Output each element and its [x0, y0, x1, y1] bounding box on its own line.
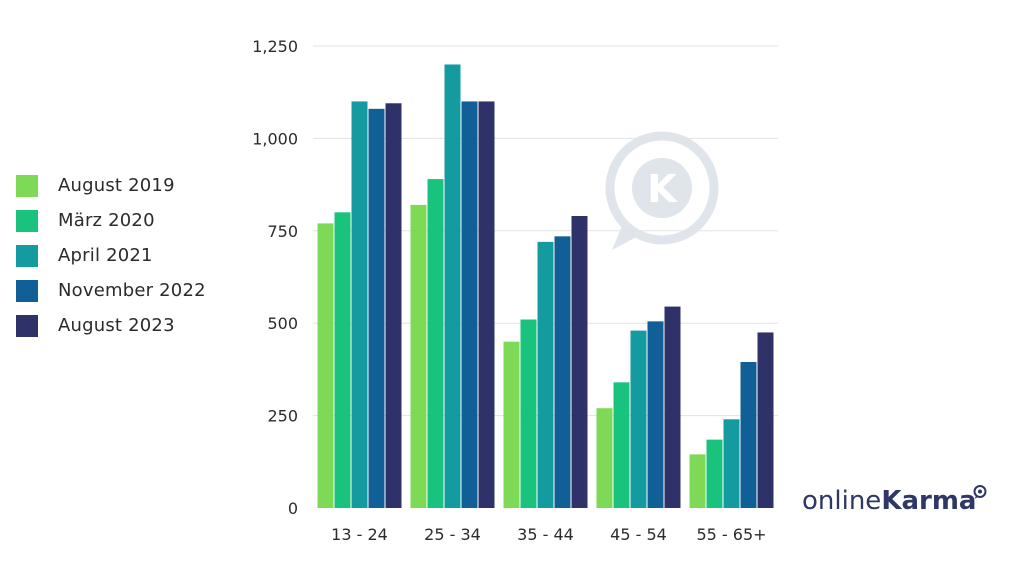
legend-swatch	[16, 279, 38, 302]
legend-swatch	[16, 174, 38, 197]
bar-2-4	[571, 216, 588, 509]
brand-logo: onlineKarma	[802, 486, 976, 516]
legend-item: März 2020	[16, 203, 206, 238]
y-tick-label: 750	[267, 222, 298, 241]
x-tick-label: 35 - 44	[517, 525, 574, 544]
bar-1-2	[444, 64, 461, 508]
x-tick-label: 55 - 65+	[696, 525, 766, 544]
x-tick-label: 45 - 54	[610, 525, 667, 544]
bars-group	[317, 64, 774, 509]
legend-item: August 2023	[16, 308, 206, 343]
watermark-tail	[612, 226, 642, 250]
watermark-ring	[605, 131, 719, 245]
y-tick-label: 250	[267, 407, 298, 426]
bar-3-2	[630, 330, 647, 508]
speech-bubble-k-icon	[973, 485, 987, 499]
bar-3-1	[613, 382, 630, 508]
legend-item: April 2021	[16, 238, 206, 273]
bar-0-0	[317, 223, 334, 508]
bar-0-1	[334, 212, 351, 508]
legend-label: November 2022	[58, 280, 206, 301]
legend-label: August 2023	[58, 315, 175, 336]
bar-1-4	[478, 101, 495, 508]
bar-4-4	[757, 332, 774, 508]
legend-swatch	[16, 314, 38, 337]
bar-3-3	[647, 321, 664, 508]
y-tick-label: 500	[267, 314, 298, 333]
legend-label: August 2019	[58, 175, 175, 196]
watermark-inner	[632, 158, 692, 218]
y-axis-ticks: 0 250 500 750 1,000 1,250	[252, 37, 298, 518]
bar-3-0	[596, 408, 613, 508]
legend-label: April 2021	[58, 245, 153, 266]
legend-item: August 2019	[16, 168, 206, 203]
y-tick-label: 1,250	[252, 37, 298, 56]
x-tick-label: 25 - 34	[424, 525, 481, 544]
legend: August 2019 März 2020 April 2021 November 2…	[16, 168, 206, 343]
bar-4-3	[740, 362, 757, 508]
legend-swatch	[16, 209, 38, 232]
brand-text-bold: Karma	[881, 486, 977, 516]
y-tick-label: 1,000	[252, 129, 298, 148]
bar-4-2	[723, 419, 740, 508]
bar-2-0	[503, 341, 520, 508]
bar-0-4	[385, 103, 402, 509]
watermark-bubble: K	[605, 131, 719, 250]
bar-2-3	[554, 236, 571, 508]
y-tick-label: 0	[288, 499, 298, 518]
bar-4-0	[689, 454, 706, 508]
bar-0-3	[368, 108, 385, 508]
x-tick-label: 13 - 24	[331, 525, 388, 544]
x-axis-ticks: 13 - 24 25 - 34 35 - 44 45 - 54 55 - 65+	[331, 525, 766, 544]
brand-text-light: online	[802, 486, 882, 516]
bar-3-4	[664, 306, 681, 508]
bar-0-2	[351, 101, 368, 508]
bar-1-1	[427, 179, 444, 508]
legend-item: November 2022	[16, 273, 206, 308]
legend-label: März 2020	[58, 210, 155, 231]
bar-1-3	[461, 101, 478, 508]
bar-2-1	[520, 319, 537, 508]
watermark-logo: K	[605, 131, 719, 250]
bar-1-0	[410, 204, 427, 509]
watermark-letter: K	[647, 167, 678, 211]
bar-4-1	[706, 439, 723, 508]
legend-swatch	[16, 244, 38, 267]
bar-2-2	[537, 241, 554, 508]
